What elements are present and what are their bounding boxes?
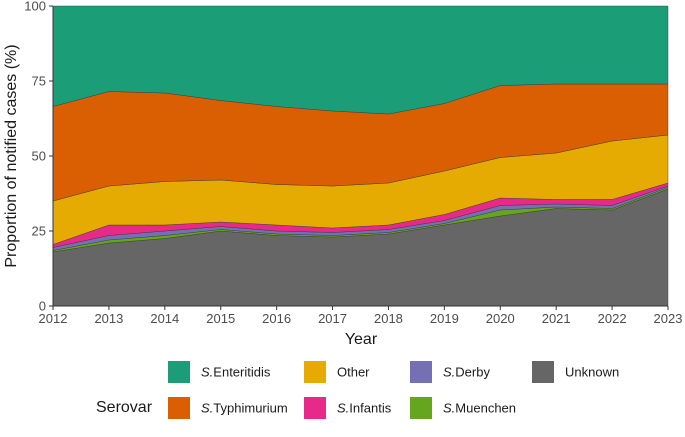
x-tick-label: 2017: [318, 311, 347, 326]
legend-label-muenchen: S.Muenchen: [443, 401, 516, 416]
area-s-enteritidis: [52, 5, 669, 115]
legend-title: Serovar: [96, 399, 153, 416]
area-layer: [52, 5, 669, 307]
y-tick-label: 50: [32, 149, 46, 164]
legend-key-enteritidis: [168, 361, 190, 383]
axes: 0 25 50 75 100 2012 2013 2014 2015 2016 2017 2018 20…: [24, 0, 682, 326]
y-tick-label: 100: [24, 0, 46, 14]
legend-label-derby: S.Derby: [443, 365, 490, 380]
legend-key-typhimurium: [168, 397, 190, 419]
x-tick-label: 2021: [542, 311, 571, 326]
legend-key-muenchen: [410, 397, 432, 419]
x-tick-label: 2013: [94, 311, 123, 326]
legend: Serovar S.Enteritidis Other S.Derby Unknown…: [96, 361, 619, 419]
legend-label-infantis: S.Infantis: [337, 401, 392, 416]
x-tick-label: 2022: [598, 311, 627, 326]
x-tick-label: 2014: [150, 311, 179, 326]
legend-label-unknown: Unknown: [565, 365, 619, 380]
y-tick-label: 0: [39, 299, 46, 314]
x-tick-label: 2012: [39, 311, 68, 326]
x-axis-title: Year: [345, 331, 378, 348]
legend-key-derby: [410, 361, 432, 383]
legend-key-infantis: [304, 397, 326, 419]
legend-key-other: [304, 361, 326, 383]
x-tick-label: 2020: [486, 311, 515, 326]
y-axis-title: Proportion of notified cases (%): [3, 44, 20, 267]
y-tick-label: 75: [32, 74, 46, 89]
x-tick-label: 2023: [654, 311, 683, 326]
legend-key-unknown: [532, 361, 554, 383]
legend-label-typhimurium: S.Typhimurium: [201, 401, 288, 416]
x-tick-label: 2016: [262, 311, 291, 326]
x-tick-label: 2018: [374, 311, 403, 326]
legend-label-enteritidis: S.Enteritidis: [201, 365, 271, 380]
x-tick-label: 2015: [206, 311, 235, 326]
x-tick-label: 2019: [430, 311, 459, 326]
y-tick-label: 25: [32, 224, 46, 239]
legend-label-other: Other: [337, 365, 370, 380]
